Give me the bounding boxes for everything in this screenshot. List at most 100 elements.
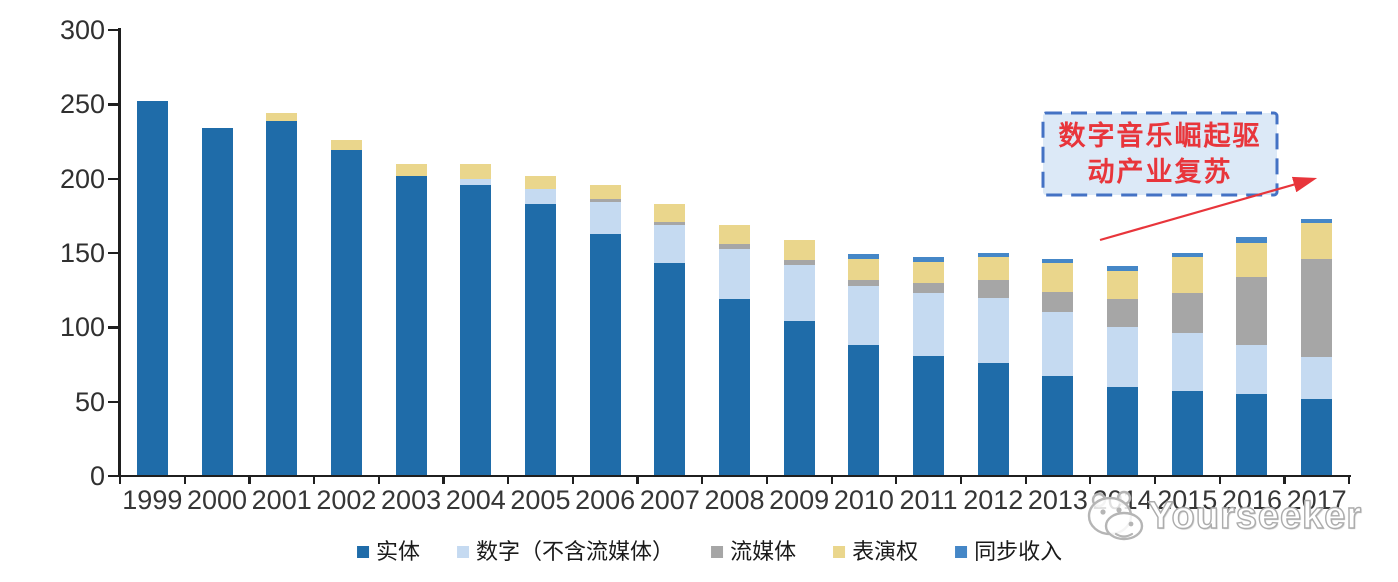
- bar-segment-实体-2003: [395, 175, 427, 476]
- x-tick-label-1999: 1999: [122, 485, 183, 515]
- y-tick-mark-300: [108, 29, 119, 32]
- bar-segment-表演权-2016: [1236, 242, 1268, 277]
- bar-segment-表演权-2007: [654, 203, 686, 222]
- x-tick-mark-17: [1218, 476, 1221, 484]
- annotation-callout: 数字音乐崛起驱 动产业复苏: [1043, 113, 1277, 195]
- y-tick-label-100: 100: [59, 312, 105, 343]
- bar-segment-实体-2012: [977, 363, 1009, 476]
- y-tick-mark-200: [108, 177, 119, 180]
- x-tick-mark-16: [1153, 476, 1157, 484]
- bar-segment-同步收入-2017: [1301, 218, 1333, 224]
- bar-segment-实体-2009: [783, 321, 815, 476]
- x-tick-label-2006: 2006: [575, 485, 636, 515]
- bar-segment-流媒体-2013: [1042, 291, 1074, 313]
- y-axis-line: [118, 28, 121, 477]
- x-tick-label-2013: 2013: [1027, 485, 1088, 515]
- legend-swatch: [833, 546, 846, 558]
- bar-segment-表演权-2008: [719, 224, 750, 245]
- watermark: Yourseeker: [1086, 490, 1362, 542]
- bar-segment-实体-2014: [1107, 386, 1139, 476]
- x-tick-label-2010: 2010: [833, 485, 894, 515]
- x-tick-label-2016: 2016: [1221, 485, 1282, 515]
- bar-segment-数字（不含流媒体）-2010: [848, 285, 880, 346]
- bar-segment-实体-2006: [589, 233, 621, 476]
- annotation-text-line2: 动产业复苏: [1087, 157, 1233, 187]
- x-tick-label-2000: 2000: [186, 485, 248, 515]
- bar-segment-同步收入-2011: [913, 257, 945, 262]
- x-tick-label-2007: 2007: [639, 485, 700, 515]
- x-tick-mark-9: [701, 476, 704, 484]
- bar-segment-同步收入-2015: [1171, 253, 1203, 258]
- bar-segment-表演权-2001: [266, 113, 298, 121]
- legend-item-数字（不含流媒体）: 数字（不含流媒体）: [457, 541, 674, 563]
- y-tick-mark-50: [108, 400, 119, 403]
- legend-label: 数字（不含流媒体）: [476, 539, 675, 564]
- yourseeker-mascot-icon: [1087, 490, 1144, 541]
- x-tick-mark-7: [571, 476, 574, 484]
- legend-swatch: [457, 546, 470, 558]
- y-tick-label-0: 0: [89, 461, 105, 491]
- bar-segment-表演权-2017: [1301, 223, 1333, 259]
- bar-segment-表演权-2015: [1171, 257, 1203, 294]
- x-tick-mark-12: [895, 476, 898, 484]
- bar-segment-实体-2005: [524, 203, 556, 476]
- legend-swatch: [711, 546, 724, 558]
- legend: 实体 数字（不含流媒体） 流媒体 表演权 同步收入: [357, 541, 1062, 563]
- bar-segment-实体-2008: [719, 299, 750, 476]
- bar-segment-流媒体-2008: [719, 244, 750, 249]
- x-tick-mark-1: [183, 476, 186, 484]
- bar-segment-表演权-2009: [783, 239, 815, 261]
- legend-item-表演权: 表演权: [833, 541, 918, 563]
- bar-segment-数字（不含流媒体）-2012: [977, 297, 1009, 363]
- legend-label: 流媒体: [730, 539, 797, 564]
- y-tick-label-250: 250: [59, 89, 105, 120]
- y-tick-label-150: 150: [59, 238, 105, 268]
- legend-label: 实体: [376, 539, 421, 564]
- annotation-text-line1: 数字音乐崛起驱: [1058, 120, 1262, 151]
- y-tick-mark-150: [108, 252, 119, 255]
- bar-segment-流媒体-2011: [913, 282, 945, 294]
- bar-segment-表演权-2014: [1107, 270, 1139, 300]
- legend-label: 表演权: [852, 539, 919, 564]
- x-tick-mark-11: [830, 476, 833, 484]
- y-tick-mark-100: [108, 326, 119, 329]
- x-tick-mark-5: [442, 476, 445, 484]
- bar-segment-流媒体-2009: [783, 260, 815, 265]
- bar-segment-数字（不含流媒体）-2017: [1301, 357, 1333, 399]
- bar-segment-实体-2000: [201, 128, 233, 476]
- bar-segment-数字（不含流媒体）-2006: [589, 202, 621, 234]
- x-axis-line: [118, 474, 1351, 477]
- legend-swatch: [955, 546, 968, 558]
- bar-segment-表演权-2003: [395, 163, 427, 176]
- y-tick-label-50: 50: [74, 386, 105, 417]
- bar-segment-实体-2016: [1236, 394, 1268, 476]
- bar-segment-实体-2007: [654, 263, 686, 476]
- bar-segment-实体-2017: [1301, 398, 1333, 476]
- bar-segment-实体-2002: [330, 150, 362, 476]
- x-tick-mark-8: [636, 476, 639, 484]
- x-tick-label-2015: 2015: [1157, 485, 1218, 515]
- x-tick-mark-4: [377, 476, 380, 484]
- bar-segment-同步收入-2016: [1236, 236, 1268, 243]
- x-tick-label-2017: 2017: [1286, 485, 1347, 515]
- x-tick-label-2009: 2009: [769, 485, 830, 515]
- y-tick-label-200: 200: [59, 163, 105, 194]
- bar-segment-实体-1999: [136, 101, 168, 476]
- bar-segment-同步收入-2010: [848, 254, 880, 259]
- bar-segment-实体-2015: [1171, 391, 1203, 476]
- x-tick-label-2003: 2003: [381, 485, 442, 515]
- bar-segment-数字（不含流媒体）-2004: [460, 178, 492, 185]
- legend-item-流媒体: 流媒体: [711, 541, 796, 563]
- legend-label: 同步收入: [974, 539, 1063, 564]
- bar-segment-数字（不含流媒体）-2008: [719, 248, 750, 300]
- bar-segment-数字（不含流媒体）-2014: [1107, 327, 1139, 387]
- x-tick-mark-13: [959, 476, 963, 484]
- bar-segment-数字（不含流媒体）-2015: [1171, 333, 1203, 392]
- bar-segment-数字（不含流媒体）-2009: [783, 264, 815, 322]
- watermark-text: Yourseeker: [1147, 495, 1363, 537]
- bar-segment-同步收入-2012: [977, 253, 1009, 258]
- bar-segment-表演权-2002: [330, 140, 362, 151]
- x-tick-mark-10: [765, 476, 769, 484]
- x-tick-mark-19: [1348, 476, 1351, 484]
- y-tick-label-300: 300: [59, 15, 105, 45]
